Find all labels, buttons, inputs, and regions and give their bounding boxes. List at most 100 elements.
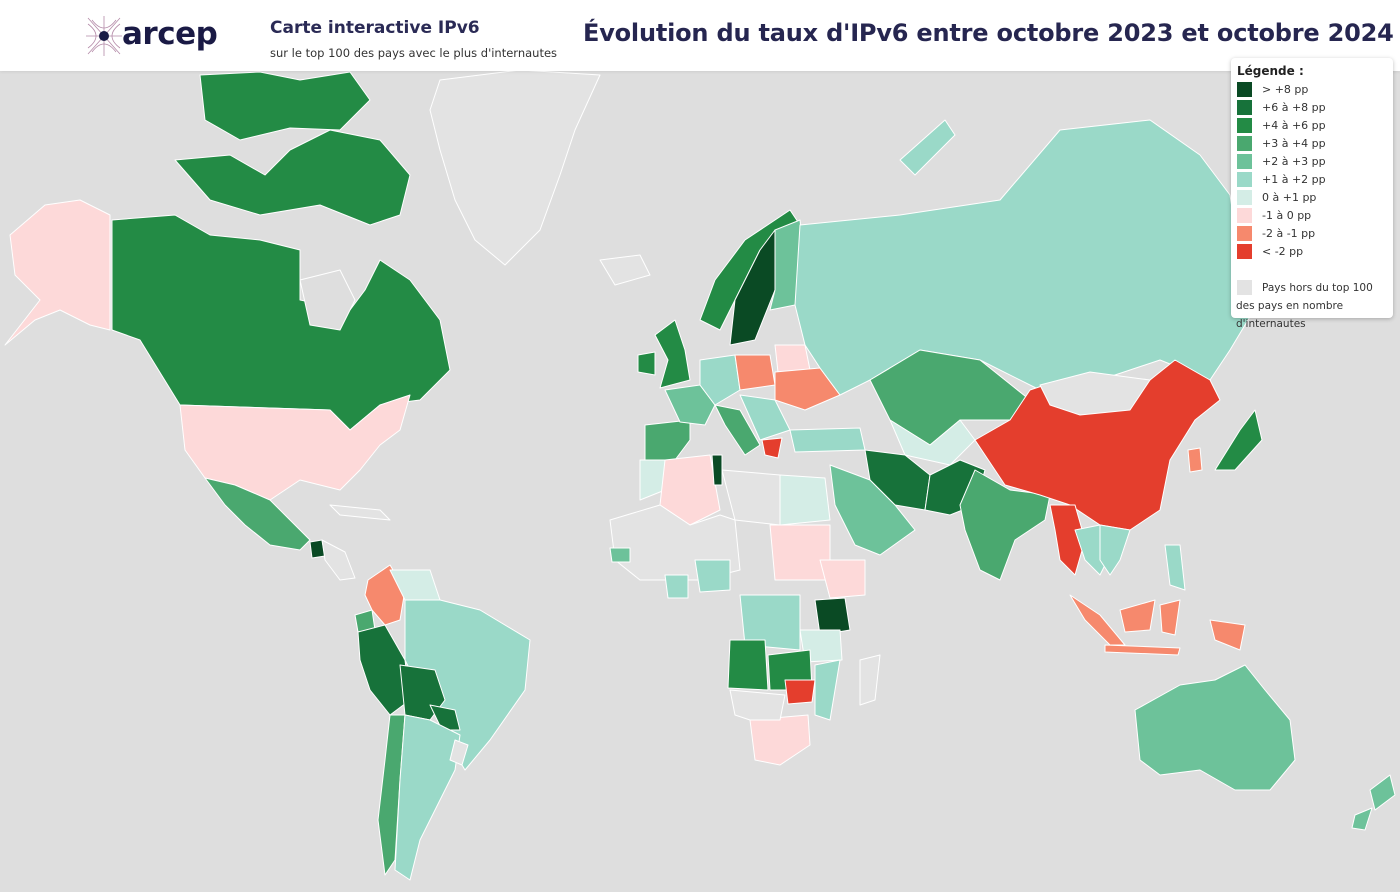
country-mongolia[interactable] xyxy=(1039,371,1151,416)
country-iceland[interactable] xyxy=(599,254,651,286)
arcep-logo[interactable]: arcep xyxy=(86,12,226,58)
country-congo[interactable] xyxy=(739,594,801,651)
legend-swatch xyxy=(1237,82,1252,97)
country-uruguay[interactable] xyxy=(449,739,469,766)
country-indonesia-sulawesi[interactable] xyxy=(1159,599,1181,636)
legend-swatch xyxy=(1237,100,1252,115)
legend-item: -1 à 0 pp xyxy=(1237,208,1391,224)
legend-label: +3 à +4 pp xyxy=(1262,137,1326,150)
country-indonesia-borneo[interactable] xyxy=(1119,599,1156,633)
country-algeria[interactable] xyxy=(659,454,721,526)
country-kenya[interactable] xyxy=(814,597,851,636)
country-uk[interactable] xyxy=(654,319,691,389)
country-alaska[interactable] xyxy=(4,199,111,346)
country-paraguay[interactable] xyxy=(429,704,461,731)
legend-label: +1 à +2 pp xyxy=(1262,173,1326,186)
legend-label: +6 à +8 pp xyxy=(1262,101,1326,114)
legend-swatch xyxy=(1237,190,1252,205)
country-sudan[interactable] xyxy=(769,524,831,581)
legend-swatch xyxy=(1237,244,1252,259)
legend-swatch xyxy=(1237,226,1252,241)
legend-item: +2 à +3 pp xyxy=(1237,154,1391,170)
legend-item: +1 à +2 pp xyxy=(1237,172,1391,188)
country-mozambique[interactable] xyxy=(814,659,841,721)
country-canada[interactable] xyxy=(111,214,451,431)
country-indonesia-sumatra[interactable] xyxy=(1069,594,1126,646)
country-central-america[interactable] xyxy=(321,539,356,581)
country-vietnam[interactable] xyxy=(1099,524,1131,576)
country-senegal[interactable] xyxy=(609,547,631,563)
hudson-bay xyxy=(299,269,356,331)
legend-item: < -2 pp xyxy=(1237,244,1391,260)
country-new-zealand[interactable] xyxy=(1351,774,1396,831)
country-germany[interactable] xyxy=(699,354,741,406)
country-ethiopia[interactable] xyxy=(819,559,866,599)
country-saudi-arabia[interactable] xyxy=(829,464,916,556)
legend-item: +3 à +4 pp xyxy=(1237,136,1391,152)
legend-label: < -2 pp xyxy=(1262,245,1304,258)
country-russia-islands[interactable] xyxy=(899,119,956,176)
legend-item: -2 à -1 pp xyxy=(1237,226,1391,242)
legend-item: +4 à +6 pp xyxy=(1237,118,1391,134)
legend-label: +2 à +3 pp xyxy=(1262,155,1326,168)
country-greenland[interactable] xyxy=(429,69,601,266)
country-tunisia[interactable] xyxy=(711,454,723,486)
logo-star-icon xyxy=(86,16,122,56)
country-nigeria[interactable] xyxy=(694,559,731,593)
legend-title: Légende : xyxy=(1237,64,1304,78)
app-subtitle: sur le top 100 des pays avec le plus d'i… xyxy=(270,46,558,60)
legend-swatch xyxy=(1237,154,1252,169)
legend-note-swatch xyxy=(1237,280,1252,295)
country-indonesia-papua[interactable] xyxy=(1209,619,1246,651)
map-title: Évolution du taux d'IPv6 entre octobre 2… xyxy=(583,19,1394,47)
country-namibia-botswana[interactable] xyxy=(729,689,786,721)
legend-swatch xyxy=(1237,208,1252,223)
legend-label: > +8 pp xyxy=(1262,83,1309,96)
legend-swatch xyxy=(1237,172,1252,187)
country-ukraine[interactable] xyxy=(774,367,841,411)
country-south-korea[interactable] xyxy=(1187,447,1203,473)
legend-swatch xyxy=(1237,136,1252,151)
country-angola[interactable] xyxy=(727,639,769,691)
country-france[interactable] xyxy=(664,384,716,426)
app-title: Carte interactive IPv6 xyxy=(270,18,480,38)
header-bar: arcep Carte interactive IPv6 sur le top … xyxy=(0,0,1400,71)
legend-label: -1 à 0 pp xyxy=(1262,209,1312,222)
country-japan[interactable] xyxy=(1214,409,1263,471)
country-south-africa[interactable] xyxy=(749,714,811,766)
country-canada-north[interactable] xyxy=(199,71,371,141)
country-argentina[interactable] xyxy=(394,714,461,881)
legend-item: > +8 pp xyxy=(1237,82,1391,98)
country-mexico[interactable] xyxy=(204,477,311,551)
country-australia[interactable] xyxy=(1134,664,1296,791)
country-cuba[interactable] xyxy=(329,504,391,521)
legend-note: Pays hors du top 100 des pays en nombre … xyxy=(1236,282,1373,330)
country-ireland[interactable] xyxy=(637,351,656,376)
country-peru[interactable] xyxy=(357,624,411,716)
country-italy[interactable] xyxy=(714,404,761,456)
country-zimbabwe[interactable] xyxy=(784,679,816,705)
country-poland[interactable] xyxy=(734,354,776,391)
legend-swatch xyxy=(1237,118,1252,133)
country-belarus[interactable] xyxy=(774,344,811,373)
legend-panel: Légende : > +8 pp +6 à +8 pp +4 à +6 pp +3 … xyxy=(1231,58,1393,330)
country-turkey[interactable] xyxy=(789,427,866,453)
country-egypt[interactable] xyxy=(779,474,831,526)
country-philippines[interactable] xyxy=(1164,544,1186,591)
legend-item: +6 à +8 pp xyxy=(1237,100,1391,116)
country-ghana[interactable] xyxy=(664,574,689,599)
legend-label: +4 à +6 pp xyxy=(1262,119,1326,132)
country-indonesia-java[interactable] xyxy=(1104,644,1181,656)
country-greece[interactable] xyxy=(761,437,783,459)
country-spain[interactable] xyxy=(644,419,691,461)
legend-label: -2 à -1 pp xyxy=(1262,227,1316,240)
legend-label: 0 à +1 pp xyxy=(1262,191,1317,204)
country-libya[interactable] xyxy=(721,469,781,526)
country-myanmar[interactable] xyxy=(1049,504,1086,576)
country-madagascar[interactable] xyxy=(859,654,881,706)
legend-item: 0 à +1 pp xyxy=(1237,190,1391,206)
country-canada-islands[interactable] xyxy=(174,129,411,226)
logo-wordmark: arcep xyxy=(122,16,218,52)
country-russia[interactable] xyxy=(794,119,1261,396)
